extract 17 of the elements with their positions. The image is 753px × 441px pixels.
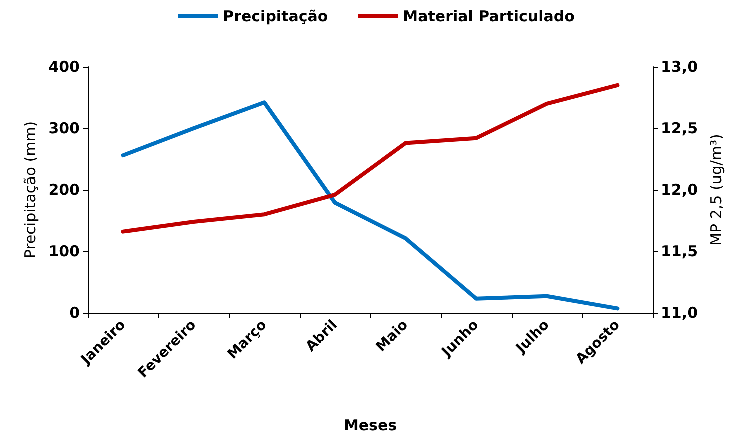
y-tick-label: 300 [48,120,80,138]
y2-tick-label: 11,5 [661,242,698,260]
line-series [121,83,620,234]
y2-tick-label: 11,0 [661,304,698,322]
y-tick-label: 400 [48,58,80,76]
x-axis-title: Meses [344,416,398,434]
legend-label: Material Particulado [403,8,575,26]
y-tick-label: 0 [70,304,80,322]
y2-tick-label: 12,0 [661,181,698,199]
y2-tick-label: 12,5 [661,120,698,138]
legend-label: Precipitação [223,8,328,26]
y-tick-label: 100 [48,242,80,260]
y2-tick-label: 13,0 [661,58,698,76]
y-tick-label: 200 [48,181,80,199]
y-axis-title: Precipitação (mm) [21,121,40,259]
line-series [121,100,620,311]
y2-axis-title: MP 2,5 (ug/m³) [707,134,726,246]
